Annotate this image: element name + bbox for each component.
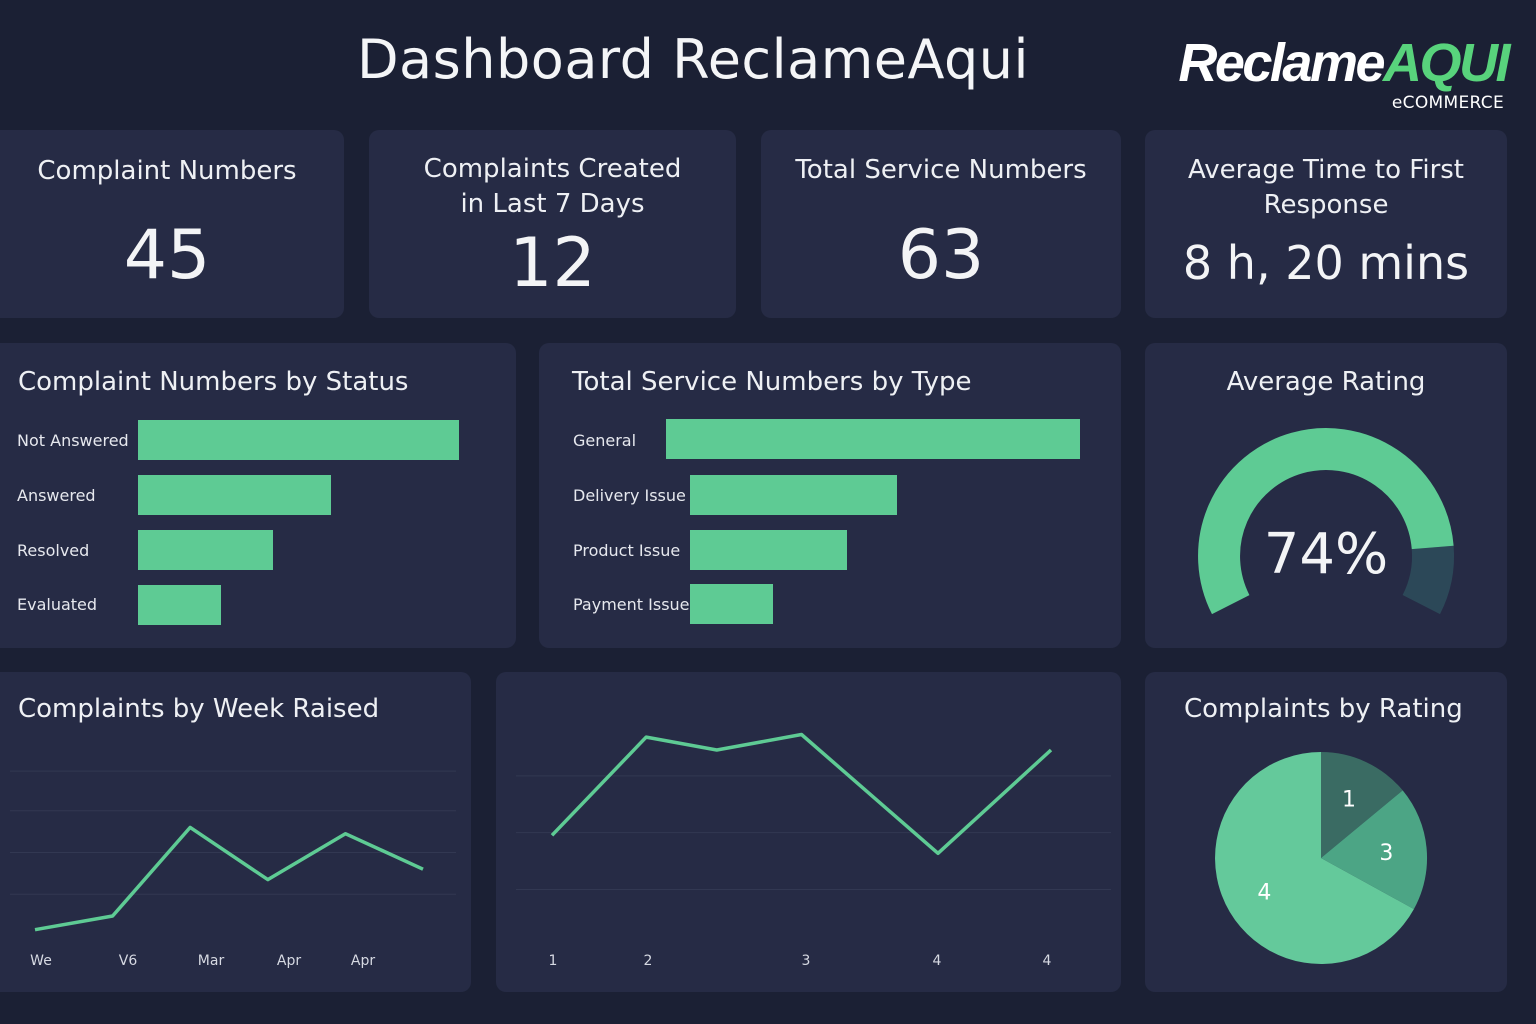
x-tick-label: We <box>30 953 52 969</box>
logo-word-1: Reclame <box>1178 33 1385 93</box>
kpi-value: 8 h, 20 mins <box>1182 236 1470 290</box>
kpi-value: 63 <box>897 216 985 295</box>
kpi-title: Average Time to First Response <box>1187 155 1464 220</box>
line-chart: 1 2 3 4 4 <box>516 732 1111 969</box>
panel-title: Complaint Numbers by Status <box>18 367 409 397</box>
x-tick-label: 4 <box>933 953 942 969</box>
rating-gauge: 74% <box>1198 428 1455 615</box>
kpi-value: 12 <box>509 224 596 303</box>
x-tick-label: 4 <box>1043 953 1052 969</box>
gauge-value: 74% <box>1264 522 1388 587</box>
bar <box>666 419 1080 459</box>
bar-label: General <box>573 431 637 450</box>
x-tick-label: 2 <box>644 953 653 969</box>
bar <box>690 584 773 624</box>
x-tick-label: Apr <box>351 953 375 969</box>
kpi-card-service-numbers: Total Service Numbers 63 <box>761 130 1121 318</box>
bar <box>138 530 273 570</box>
panel-title: Complaints by Rating <box>1184 694 1463 724</box>
bar-label: Not Answered <box>17 431 129 450</box>
panel-title: Average Rating <box>1226 367 1426 397</box>
bar-label: Resolved <box>17 541 90 560</box>
kpi-title: Complaint Numbers <box>37 156 297 186</box>
bar <box>138 420 459 460</box>
status-panel: Complaint Numbers by Status Not Answered… <box>0 343 516 648</box>
pie-slice-label: 1 <box>1342 788 1356 813</box>
week-chart-panel: Complaints by Week Raised We V6 Mar Apr Apr <box>0 672 471 992</box>
page-title: Dashboard ReclameAqui <box>356 28 1030 91</box>
panel-title: Complaints by Week Raised <box>18 694 380 724</box>
logo-word-2: AQUI <box>1383 33 1511 93</box>
panel-title: Total Service Numbers by Type <box>572 367 972 397</box>
kpi-card-last-7-days: Complaints Created in Last 7 Days 12 <box>369 130 736 318</box>
kpi-value: 45 <box>123 216 211 295</box>
average-rating-panel: Average Rating 74% <box>1145 343 1507 648</box>
bar <box>138 585 221 625</box>
bar <box>138 475 331 515</box>
series-line <box>550 732 1053 856</box>
pie-slice <box>1215 752 1414 964</box>
series-line <box>34 825 424 932</box>
logo: ReclameAQUI eCOMMERCE <box>1178 33 1511 113</box>
service-type-panel: Total Service Numbers by Type General De… <box>539 343 1121 648</box>
x-tick-label: V6 <box>119 953 138 969</box>
bar <box>690 530 847 570</box>
kpi-title: Complaints Created in Last 7 Days <box>423 154 682 219</box>
rating-pie-chart: 1 3 4 <box>1215 752 1428 964</box>
pie-slice-label: 3 <box>1379 841 1393 866</box>
week-line-chart: We V6 Mar Apr Apr <box>10 770 456 969</box>
bar-label: Evaluated <box>17 595 98 614</box>
gauge-fill <box>1198 428 1454 615</box>
x-tick-label: 1 <box>549 953 558 969</box>
kpi-card-complaints: Complaint Numbers 45 <box>0 130 344 318</box>
line-chart-panel: 1 2 3 4 4 <box>496 672 1121 992</box>
bar-label: Payment Issue <box>573 595 690 614</box>
bar-label: Delivery Issue <box>573 486 686 505</box>
rating-pie-panel: Complaints by Rating 1 3 4 <box>1145 672 1507 992</box>
x-tick-label: 3 <box>802 953 811 969</box>
kpi-card-first-response: Average Time to First Response 8 h, 20 m… <box>1145 130 1507 318</box>
pie-slice-label: 4 <box>1257 881 1271 906</box>
kpi-title: Total Service Numbers <box>795 155 1087 185</box>
x-tick-label: Mar <box>198 953 225 969</box>
bar <box>690 475 897 515</box>
x-tick-label: Apr <box>277 953 301 969</box>
gauge-track <box>1402 545 1455 615</box>
logo-subtitle: eCOMMERCE <box>1391 93 1504 113</box>
bar-label: Answered <box>17 486 96 505</box>
bar-label: Product Issue <box>573 541 681 560</box>
pie-slice <box>1321 752 1403 858</box>
pie-slice <box>1321 790 1428 910</box>
